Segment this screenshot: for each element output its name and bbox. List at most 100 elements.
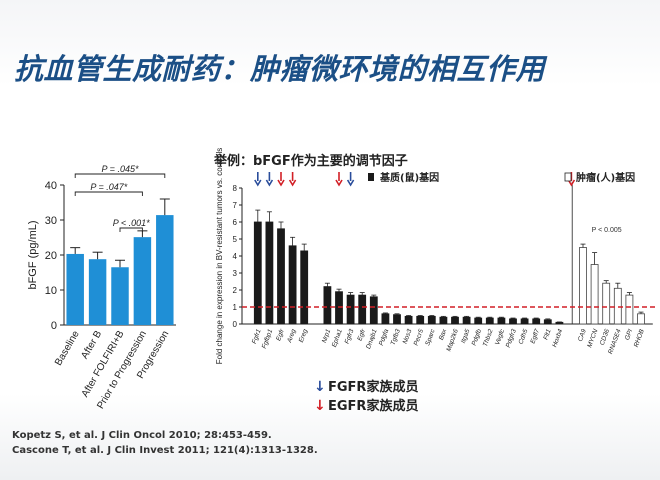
y-axis-label: bFGF (pg/mL) [27, 220, 39, 289]
reference-1: Kopetz S, et al. J Clin Oncol 2010; 28:4… [12, 430, 272, 441]
y-tick-label: 1 [233, 303, 238, 312]
stromal-bar [439, 316, 448, 325]
down-arrow-icon [265, 172, 274, 187]
x-tick-label: Egfr [356, 328, 367, 342]
stromal-bar [543, 319, 552, 325]
x-tick-label: Areg [286, 328, 298, 345]
stromal-bar [277, 228, 285, 325]
x-tick-label: Bax [438, 328, 449, 342]
x-tick-label: Pecr5 [413, 328, 426, 347]
significance-bracket [74, 173, 166, 178]
x-tick-label: Thbs2 [482, 328, 495, 348]
bar [66, 253, 84, 325]
tumor-bar [590, 264, 599, 325]
x-tick-label: Egfr [275, 328, 286, 342]
stromal-bar [323, 286, 332, 325]
tumor-bar [613, 287, 622, 325]
bar [133, 237, 152, 325]
bar [156, 215, 174, 325]
y-tick-label: 8 [233, 184, 238, 193]
significance-text: P < 0.005 [592, 227, 622, 234]
stromal-bar [358, 294, 367, 325]
stromal-bar [300, 250, 309, 325]
tumor-bar [637, 313, 645, 325]
significance-label: P = .045* [102, 164, 139, 174]
x-tick-label: Flt1 [542, 328, 552, 341]
down-arrow-icon [567, 172, 576, 187]
references: Kopetz S, et al. J Clin Oncol 2010; 28:4… [12, 428, 318, 458]
stromal-bar [288, 245, 297, 325]
tumor-bar [579, 247, 587, 325]
x-tick-label: Fgfr1 [251, 328, 263, 345]
y-tick-label: 7 [233, 201, 238, 210]
stromal-bar [520, 318, 529, 325]
stromal-bar [497, 317, 506, 325]
tumor-bar [625, 294, 634, 325]
x-tick-label: Pdgfa [378, 328, 391, 347]
x-tick-label: CA9 [577, 328, 588, 343]
fgfr-legend-row: ↓ FGFR家族成员 [314, 378, 418, 397]
x-tick-label: Ereg [298, 328, 309, 344]
legend-swatch-tumor [564, 172, 572, 182]
stromal-bar [555, 321, 564, 325]
stromal-bar [451, 316, 459, 325]
stromal-bar [509, 318, 517, 325]
x-tick-label: Cdh5 [518, 328, 530, 345]
stromal-bar [369, 296, 378, 325]
y-tick-label: 3 [233, 269, 238, 278]
x-tick-label: Tgfb3 [390, 328, 402, 346]
reference-2: Cascone T, et al. J Clin Invest 2011; 12… [12, 445, 318, 456]
significance-label: P < .001* [113, 218, 150, 228]
x-tick-label: GPI [624, 328, 634, 341]
stromal-bar [462, 316, 471, 325]
arrow-legend: ↓ FGFR家族成员 ↓ EGFR家族成员 [314, 378, 418, 416]
slide-title: 抗血管生成耐药：肿瘤微环境的相互作用 [14, 52, 546, 86]
y-tick-label: 6 [233, 218, 238, 227]
x-tick-label: Hoxb4 [551, 328, 564, 348]
bar [88, 259, 107, 325]
stromal-bar [416, 315, 425, 325]
down-arrow-icon [277, 172, 285, 187]
y-tick-label: 40 [45, 180, 57, 192]
x-tick-label: Fgfr3 [344, 328, 356, 345]
stromal-bar [474, 317, 483, 325]
down-arrow-icon: ↓ [314, 398, 326, 414]
x-tick-label: MYCN [586, 328, 599, 349]
x-tick-label: Itga5 [460, 328, 472, 344]
down-arrow-icon [254, 172, 262, 187]
significance-bracket [74, 191, 143, 196]
egfr-legend-row: ↓ EGFR家族成员 [314, 397, 418, 416]
stromal-bar [335, 291, 343, 325]
x-tick-label: Baseline [53, 329, 82, 368]
y-axis-label: Fold change in expression in BV-resistan… [215, 148, 224, 365]
x-tick-label: CD36 [599, 328, 611, 346]
x-tick-label: Sparc [424, 328, 437, 347]
x-tick-label: Nos3 [402, 328, 414, 345]
legend-swatch-stromal [368, 173, 374, 181]
egfr-legend-label: EGFR家族成员 [328, 399, 419, 414]
chart-subtitle: 举例：bFGF作为主要的调节因子 [214, 154, 408, 169]
x-tick-label: RHOB [633, 328, 646, 349]
x-tick-label: Fgfbp1 [261, 328, 275, 350]
stromal-bar [346, 294, 355, 325]
stromal-bar [404, 315, 413, 325]
y-tick-label: 2 [233, 286, 238, 295]
gene-expression-bar-chart: 0 1 2 3 4 5 6 7 8 Fold change in expression in BV… [215, 148, 657, 364]
stromal-bar [265, 221, 274, 325]
down-arrow-icon: ↓ [314, 379, 326, 395]
x-tick-label: Pdgfr3 [505, 328, 518, 349]
significance-label: P = .047* [90, 182, 127, 192]
stromal-bar [485, 317, 494, 325]
legend-label-tumor: 肿瘤(人)基因 [576, 171, 635, 184]
fgfr-legend-label: FGFR家族成员 [328, 380, 419, 395]
bar [111, 267, 129, 325]
x-tick-label: Pdgfb [471, 328, 484, 347]
tumor-bar [602, 282, 611, 325]
stromal-bar [393, 314, 401, 325]
x-tick-label: Egfl7 [529, 328, 541, 345]
x-tick-label: Vegfc [494, 328, 506, 346]
stromal-bar [381, 313, 390, 325]
y-tick-label: 5 [233, 235, 238, 244]
down-arrow-icon [346, 172, 355, 187]
